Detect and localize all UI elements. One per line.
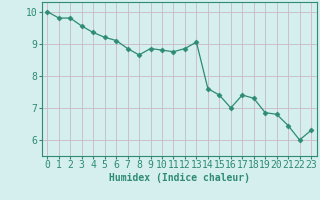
X-axis label: Humidex (Indice chaleur): Humidex (Indice chaleur) [109, 173, 250, 183]
